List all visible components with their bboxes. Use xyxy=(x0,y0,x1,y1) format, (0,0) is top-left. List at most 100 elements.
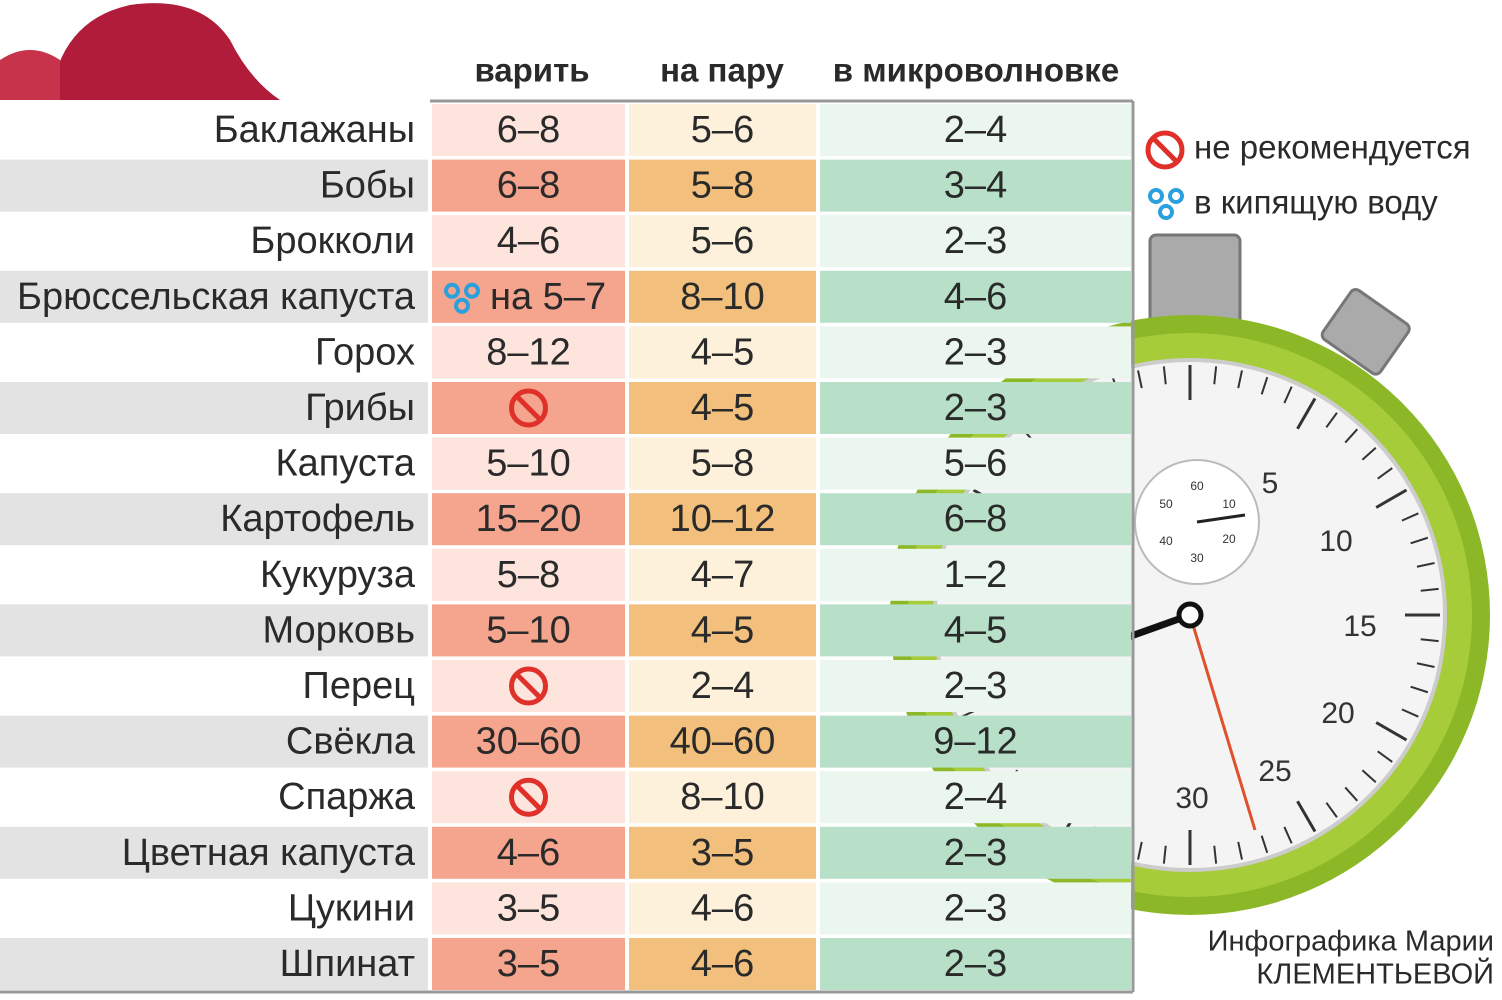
cell-bg xyxy=(432,882,625,935)
cell-bg xyxy=(432,548,625,601)
icon-part xyxy=(514,783,543,811)
cell-value: 5–8 xyxy=(691,443,754,485)
cell-bg xyxy=(820,493,1131,546)
not-recommended-icon xyxy=(509,388,548,428)
dial-tick xyxy=(1416,562,1435,568)
cell-value: 4–5 xyxy=(691,387,754,429)
row-label: Баклажаны xyxy=(214,109,415,151)
table-row: Брокколи 4–6 5–6 2–3 xyxy=(0,215,1131,268)
cell-value: 5–8 xyxy=(497,554,560,596)
dial-tick xyxy=(1237,370,1243,389)
cell-bg xyxy=(432,159,625,212)
dial-tick xyxy=(1137,841,1143,860)
cell-value: 5–10 xyxy=(486,609,571,651)
table-row: Цукини 3–5 4–6 2–3 xyxy=(0,882,1131,935)
cell-bg xyxy=(432,604,625,657)
icon-part xyxy=(454,297,470,314)
cell-bg xyxy=(820,104,1131,156)
cell-value: 5–6 xyxy=(691,109,754,151)
dial-tick xyxy=(1213,366,1218,385)
row-label: Шпинат xyxy=(280,943,415,985)
cell-bg xyxy=(629,159,816,212)
icon-part xyxy=(514,394,543,422)
cell-value: 3–4 xyxy=(944,165,1007,207)
cell-bg xyxy=(0,715,428,768)
row-label: Грибы xyxy=(305,387,415,429)
subdial-label: 20 xyxy=(1222,532,1236,546)
table-row: Спаржа 8–10 2–4 xyxy=(0,771,1131,824)
subdial-label: 30 xyxy=(1190,551,1204,565)
table-row: Капуста 5–10 5–8 5–6 xyxy=(0,437,1131,490)
cell-value: 6–8 xyxy=(944,498,1007,540)
table: Баклажаны 6–8 5–6 2–4 Бобы 6–8 5–8 3–4 Брокколи 4… xyxy=(0,104,1131,990)
cell-bg xyxy=(0,493,428,546)
column-header: варить xyxy=(474,52,589,89)
cell-value: 4–5 xyxy=(691,331,754,373)
cell-value: 3–5 xyxy=(691,832,754,874)
cell-bg xyxy=(629,882,816,935)
cell-bg xyxy=(629,104,816,156)
dial-tick xyxy=(1410,685,1429,694)
cell-bg xyxy=(0,938,428,990)
icon-part xyxy=(514,672,543,700)
cell-bg xyxy=(0,326,428,379)
dial-tick xyxy=(1401,708,1419,718)
dial-tick xyxy=(1375,488,1408,509)
cell-bg xyxy=(0,660,428,712)
dial-tick xyxy=(1410,536,1429,545)
table-row: Грибы 4–5 2–3 xyxy=(0,382,1131,434)
dial-label: 25 xyxy=(1258,755,1291,788)
row-label: Капуста xyxy=(275,443,415,485)
dial-label: 10 xyxy=(1319,525,1352,558)
cell-value: 1–2 xyxy=(944,554,1007,596)
not-recommended-icon xyxy=(509,666,548,706)
cell-bg xyxy=(629,326,816,379)
cell-bg xyxy=(0,382,428,434)
table-row: Картофель 15–20 10–12 6–8 xyxy=(0,493,1131,546)
cell-bg xyxy=(820,215,1131,268)
cell-value: 4–5 xyxy=(691,609,754,651)
beet-illustration xyxy=(0,3,280,101)
dial-tick xyxy=(1296,397,1317,430)
row-label: Брюссельская капуста xyxy=(17,276,416,318)
cell-bg xyxy=(432,826,625,879)
column-header: в микроволновке xyxy=(833,52,1119,89)
cell-value: 2–3 xyxy=(944,665,1007,707)
icon-part xyxy=(509,388,548,428)
cell-value: 2–3 xyxy=(944,887,1007,929)
cell-value: 5–6 xyxy=(944,443,1007,485)
cell-bg xyxy=(0,437,428,490)
cell-bg xyxy=(432,437,625,490)
icon-part xyxy=(509,666,548,706)
table-row: Перец 2–4 2–3 xyxy=(0,660,1131,712)
cell-bg xyxy=(0,548,428,601)
cell-value: 3–5 xyxy=(497,887,560,929)
cell-bg xyxy=(629,660,816,712)
subdial-label: 60 xyxy=(1190,479,1204,493)
icon-part xyxy=(444,282,460,299)
cell-value: 2–3 xyxy=(944,943,1007,985)
dial-tick xyxy=(1420,638,1439,643)
cell-bg xyxy=(432,326,625,379)
legend-text: в кипящую воду xyxy=(1194,184,1438,221)
cell-bg xyxy=(629,938,816,990)
cell-bg xyxy=(0,882,428,935)
dial-tick xyxy=(1344,786,1359,802)
cell-bg xyxy=(629,493,816,546)
row-label: Цветная капуста xyxy=(122,832,416,874)
table-row: Шпинат 3–5 4–6 2–3 xyxy=(0,938,1131,990)
cell-value: 40–60 xyxy=(670,721,776,763)
cell-bg xyxy=(629,771,816,824)
cell-bg xyxy=(820,548,1131,601)
cell-bg xyxy=(0,270,428,323)
dial-tick xyxy=(1283,826,1293,844)
row-label: Картофель xyxy=(220,498,415,540)
cell-bg xyxy=(432,493,625,546)
icon-part xyxy=(464,282,480,299)
table-row: Горох 8–12 4–5 2–3 xyxy=(0,326,1131,379)
dial-tick xyxy=(1344,428,1359,444)
cell-bg xyxy=(629,715,816,768)
subdial-label: 40 xyxy=(1159,534,1173,548)
row-label: Кукуруза xyxy=(260,554,416,596)
row-label: Горох xyxy=(315,331,415,373)
